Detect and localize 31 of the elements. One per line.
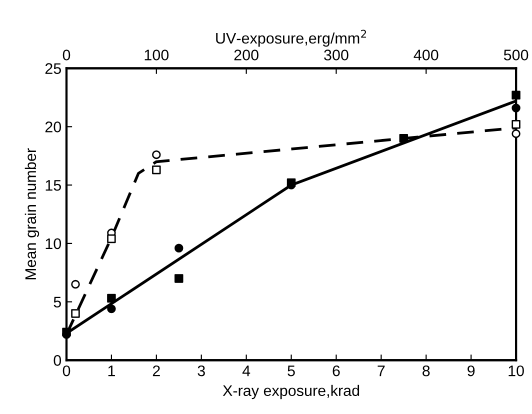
x2-tick-label: 100: [144, 50, 169, 60]
x2-tick-label: 400: [414, 50, 438, 60]
x2-tick-label: 500: [504, 50, 528, 60]
x-tick-label: 7: [378, 366, 385, 376]
x-tick-label: 1: [108, 366, 115, 376]
y-tick-label: 0: [54, 355, 62, 366]
point: [174, 274, 184, 283]
x-tick-label: 9: [468, 365, 475, 376]
x-tick-label: 2: [152, 365, 160, 376]
x-tick-label: 3: [198, 365, 205, 376]
point: [286, 178, 296, 188]
x-tick-label: 5: [288, 366, 295, 376]
y-tick-label: 5: [54, 296, 61, 308]
y-axis-title: Mean grain number: [24, 148, 40, 280]
point: [107, 304, 116, 314]
x-tick-label: 8: [422, 365, 430, 376]
y-tick-label: 15: [46, 180, 61, 191]
point: [174, 244, 184, 252]
x-tick-label: 10: [508, 365, 524, 376]
x-tick-label: 4: [242, 366, 250, 376]
point: [107, 294, 116, 303]
x-tick-label: 0: [62, 365, 70, 376]
x2-tick-label: 0: [62, 50, 70, 60]
x2-axis-title: UV-exposure,erg/mm$^{2}$: [216, 30, 366, 47]
y-tick-label: 20: [45, 122, 62, 132]
x2-tick-label: 300: [324, 50, 348, 60]
x2-tick-label: 200: [234, 50, 258, 60]
x-axis-title: X-ray exposure,krad: [222, 384, 360, 400]
y-tick-label: 25: [45, 63, 61, 74]
x-tick-label: 6: [332, 365, 340, 376]
y-tick-label: 10: [46, 238, 62, 250]
